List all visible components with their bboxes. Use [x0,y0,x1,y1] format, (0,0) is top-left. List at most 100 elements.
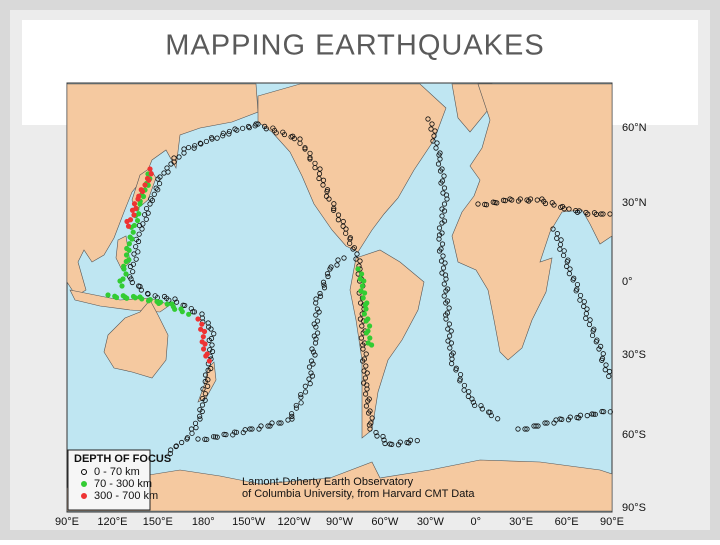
earthquake [335,257,341,263]
earthquake [362,391,369,397]
earthquake [368,342,375,348]
earthquake [289,411,295,417]
earthquake [443,288,449,294]
earthquake [321,285,328,291]
earthquake [483,202,490,208]
earthquake [324,271,331,277]
earthquake [598,343,604,349]
earthquake [155,176,161,182]
earthquake [297,140,303,146]
earthquake [438,180,444,186]
earthquake [589,411,595,417]
earthquake [200,386,206,392]
earthquake [126,247,132,253]
earthquake [331,207,337,213]
longitude-label: 60°W [371,516,399,528]
earthquake [567,414,573,420]
earthquake [209,342,215,348]
earthquake [601,409,607,415]
earthquake [134,217,141,224]
earthquake [312,352,318,358]
earthquake [441,293,447,299]
earthquake [121,266,127,272]
earthquake [367,335,373,341]
earthquake [202,391,208,397]
earthquake [281,131,288,138]
earthquake [509,197,515,203]
earthquake [314,306,320,312]
earthquake [382,440,388,447]
earthquake [206,337,212,343]
earthquake [179,439,185,446]
earthquake [302,383,308,389]
earthquake [472,402,478,409]
earthquake [202,378,208,385]
antarctica [66,459,613,512]
earthquake [186,311,192,317]
earthquake [195,316,201,322]
earthquake [105,292,111,298]
earthquake [355,266,361,272]
earthquake [179,309,185,315]
earthquake [173,299,180,305]
earthquake [242,427,248,433]
earthquake [446,333,453,339]
earthquake [599,408,605,415]
earthquake [554,235,560,241]
earthquake [435,161,442,167]
latitude-labels: 60°N 30°N 0° 30°S 60°S 90°S [622,122,647,514]
earthquake [130,229,136,235]
earthquake [223,432,229,438]
earthquake [428,126,434,132]
earthquake [142,182,148,188]
earthquake [306,364,313,370]
earthquake [298,391,304,398]
earthquake [361,278,367,284]
earthquake [302,146,308,152]
earthquake [584,413,590,419]
earthquake [258,423,264,429]
longitude-label: 180° [192,516,215,528]
earthquake [347,240,353,246]
earthquake [517,196,523,202]
earthquake [363,403,369,409]
earthquake [119,283,125,289]
earthquake [199,408,205,415]
earthquake [494,200,500,206]
earthquake [123,258,129,265]
earthquake [361,311,367,317]
earthquake [544,420,550,426]
legend-symbol [81,481,87,487]
earthquake [198,326,204,332]
earthquake [600,351,606,357]
earthquake [137,283,143,290]
earthquake [441,173,447,179]
earthquake [431,133,437,139]
earthquake [201,328,208,335]
earthquake [289,416,295,422]
longitude-label: 90°E [55,516,79,528]
earthquake [478,403,484,409]
longitude-label: 0° [470,516,481,528]
earthquake [364,370,370,376]
earthquake [185,144,192,151]
earthquake [606,373,612,379]
earthquake [210,434,217,440]
longitude-label: 90°W [326,516,354,528]
earthquake [173,443,179,450]
earthquake [600,211,606,217]
earthquake [443,316,449,322]
legend-item: 0 - 70 km [94,466,140,478]
earthquake [306,376,312,382]
earthquake [155,187,161,193]
earthquake [475,201,481,207]
earthquake [320,182,326,188]
earthquake [135,196,141,202]
earthquake [331,205,337,212]
earthquake [533,423,539,429]
earthquake [360,295,366,301]
earthquake [325,273,331,280]
earthquake [316,175,322,182]
earthquake [374,433,380,439]
earthquake [570,277,576,283]
